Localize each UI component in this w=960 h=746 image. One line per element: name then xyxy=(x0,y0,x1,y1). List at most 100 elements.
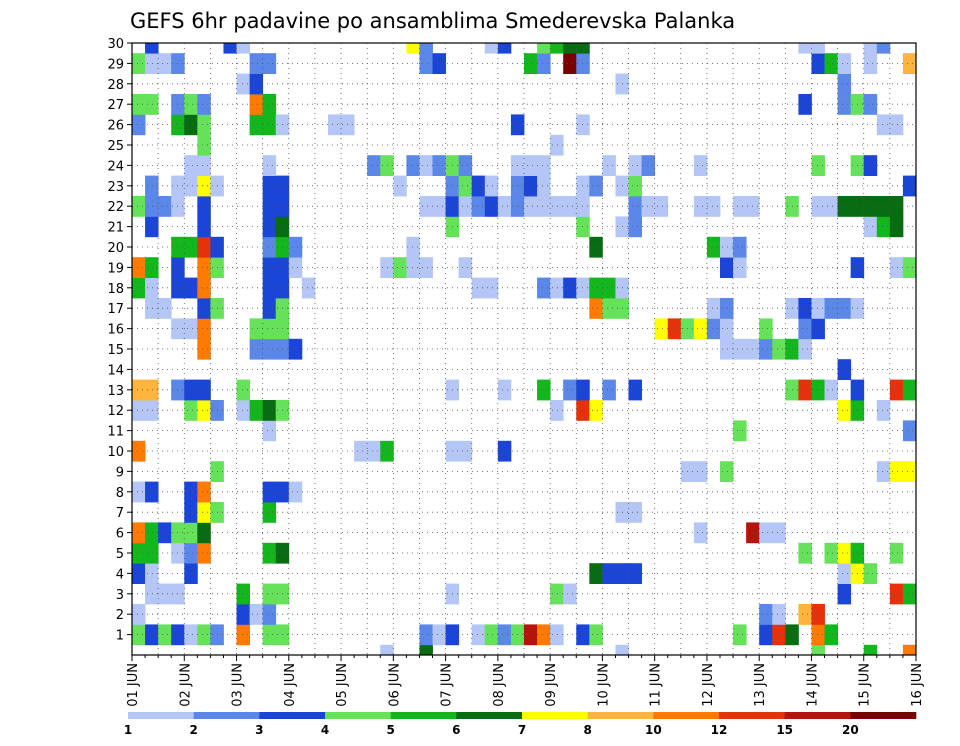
cell-member-13-col-51 xyxy=(798,379,812,401)
y-tick-label-13: 13 xyxy=(107,384,124,399)
cell-member-22-col-57 xyxy=(876,196,891,217)
cell-member-22-col-5 xyxy=(197,196,211,217)
cell-member-29-col-52 xyxy=(811,53,825,74)
y-axis: 1234567891011121314151617181920212223242… xyxy=(107,37,132,644)
cell-member-9-col-59 xyxy=(902,461,917,482)
cell-member-1-col-2 xyxy=(158,624,172,646)
cell-member-19-col-5 xyxy=(197,257,211,278)
cell-member-19-col-25 xyxy=(458,257,473,278)
cell-member-17-col-53 xyxy=(824,298,838,319)
cell-member-24-col-36 xyxy=(602,155,616,176)
chart-title: GEFS 6hr padavine po ansamblima Smederev… xyxy=(130,9,735,33)
x-tick-label-0: 01 JUN xyxy=(126,663,141,707)
cell-member-20-col-21 xyxy=(406,236,420,258)
cell-member-16-col-51 xyxy=(798,318,812,340)
legend-swatch-6 xyxy=(522,712,588,719)
cell-member-5-col-5 xyxy=(197,542,211,564)
cell-member-2-col-8 xyxy=(236,604,250,625)
cell-member-13-col-36 xyxy=(602,379,616,401)
y-tick-label-21: 21 xyxy=(107,221,124,236)
cell-member-1-col-22 xyxy=(419,624,433,646)
cell-member-17-col-2 xyxy=(158,298,172,319)
cell-member-1-col-32 xyxy=(550,624,564,646)
cell-member-3-col-59 xyxy=(902,583,917,605)
cell-member-20-col-5 xyxy=(197,236,211,258)
cell-member-25-col-5 xyxy=(197,134,211,156)
cell-member-7-col-4 xyxy=(184,502,198,523)
cell-member-18-col-1 xyxy=(145,277,159,299)
cell-member-30-col-56 xyxy=(863,43,878,54)
cell-member-27-col-54 xyxy=(837,94,852,115)
cell-member-5-col-51 xyxy=(798,542,812,564)
cell-member-22-col-54 xyxy=(837,196,852,217)
cell-member-20-col-10 xyxy=(262,236,277,258)
cell-member-24-col-21 xyxy=(406,155,420,176)
cell-member-9-col-45 xyxy=(720,461,734,482)
cell-member-6-col-0 xyxy=(132,522,146,544)
y-tick-label-10: 10 xyxy=(107,445,124,460)
cell-member-5-col-10 xyxy=(262,542,277,564)
cell-member-29-col-31 xyxy=(537,53,551,74)
cell-member-15-col-10 xyxy=(262,338,277,360)
cell-member-6-col-2 xyxy=(158,522,172,544)
cell-member-24-col-56 xyxy=(863,155,878,176)
cell-member-4-col-0 xyxy=(132,563,146,584)
cell-member-22-col-33 xyxy=(563,196,577,217)
cell-member-29-col-23 xyxy=(432,53,446,74)
cell-member-24-col-4 xyxy=(184,155,198,176)
cell-member-2-col-48 xyxy=(759,604,773,625)
cell-member-26-col-58 xyxy=(889,114,904,136)
cell-member-22-col-22 xyxy=(419,196,433,217)
cell-member-22-col-32 xyxy=(550,196,564,217)
legend-label-12: 12 xyxy=(711,723,728,737)
cell-member-16-col-9 xyxy=(249,318,264,340)
y-tick-label-4: 4 xyxy=(116,567,124,582)
cell-member-24-col-43 xyxy=(693,155,708,176)
color-legend: 1 2 3 4 5 6 7 8 10 12 15 20 xyxy=(124,712,917,737)
cell-member-18-col-32 xyxy=(550,277,564,299)
cell-member-4-col-1 xyxy=(145,563,159,584)
cell-member-6-col-4 xyxy=(184,522,198,544)
cell-member-26-col-10 xyxy=(262,114,277,136)
cell-member-13-col-0 xyxy=(132,379,146,401)
cell-member-21-col-57 xyxy=(876,216,891,238)
cell-member-16-col-10 xyxy=(262,318,277,340)
cell-member-19-col-12 xyxy=(288,257,303,278)
legend-label-6: 6 xyxy=(452,723,460,737)
y-tick-label-12: 12 xyxy=(107,404,124,419)
cell-member-1-col-0 xyxy=(132,624,146,646)
cell-member-26-col-0 xyxy=(132,114,146,136)
cell-member-16-col-5 xyxy=(197,318,211,340)
cell-member-1-col-31 xyxy=(537,624,551,646)
cell-member-23-col-10 xyxy=(262,175,277,197)
x-tick-label-9: 10 JUN xyxy=(596,663,611,707)
cell-member-8-col-1 xyxy=(145,481,159,503)
cell-member-30-col-34 xyxy=(576,43,590,54)
cell-member-6-col-48 xyxy=(759,522,773,544)
y-tick-label-29: 29 xyxy=(107,57,124,72)
cell-member-20-col-4 xyxy=(184,236,198,258)
legend-swatch-5 xyxy=(456,712,523,719)
cell-member-9-col-57 xyxy=(876,461,891,482)
cell-member-20-col-35 xyxy=(589,236,603,258)
y-tick-label-3: 3 xyxy=(116,588,124,603)
cell-member-22-col-2 xyxy=(158,196,172,217)
legend-swatch-8 xyxy=(653,712,720,719)
cell-member-13-col-34 xyxy=(576,379,590,401)
cell-member-24-col-52 xyxy=(811,155,825,176)
cell-member-18-col-26 xyxy=(471,277,486,299)
cell-member-27-col-1 xyxy=(145,94,159,115)
cell-member-18-col-36 xyxy=(602,277,616,299)
cell-member-27-col-51 xyxy=(798,94,812,115)
cell-member-22-col-1 xyxy=(145,196,159,217)
cell-member-14-col-54 xyxy=(837,359,852,380)
cell-member-22-col-53 xyxy=(824,196,838,217)
cell-member-22-col-39 xyxy=(641,196,656,217)
cell-member-12-col-8 xyxy=(236,400,250,421)
cell-member-6-col-5 xyxy=(197,522,211,544)
cell-member-15-col-48 xyxy=(759,338,773,360)
cell-member-2-col-49 xyxy=(772,604,786,625)
cell-member-30-col-57 xyxy=(876,43,891,54)
legend-swatch-11 xyxy=(850,712,917,719)
cell-member-12-col-35 xyxy=(589,400,603,421)
